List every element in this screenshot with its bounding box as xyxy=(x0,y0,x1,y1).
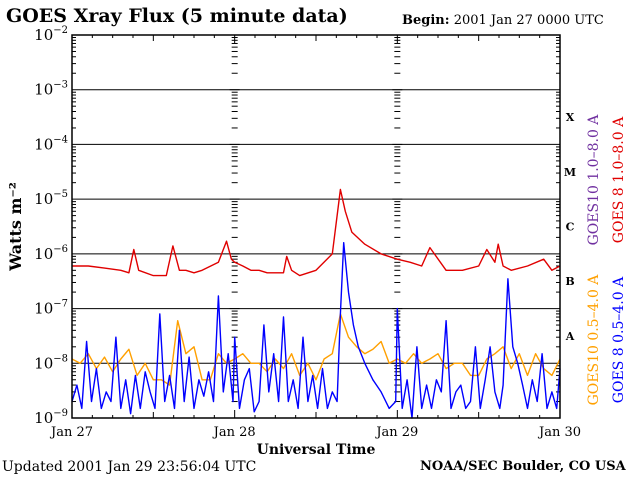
x-tick-label: Jan 29 xyxy=(374,425,418,440)
begin-label: Begin: xyxy=(402,13,450,28)
flare-class-label: M xyxy=(564,166,576,179)
y-tick-label: 10−6 xyxy=(34,244,68,263)
y-tick-label: 10−8 xyxy=(34,353,68,372)
flare-class-label: C xyxy=(566,221,575,234)
legend-entry: GOES 8 0.5–4.0 A xyxy=(611,276,627,403)
x-axis-label: Universal Time xyxy=(257,442,376,458)
y-tick-label: 10−3 xyxy=(34,80,68,99)
flare-class-label: B xyxy=(565,275,574,288)
y-tick-label: 10−2 xyxy=(34,25,68,44)
series-line-goes-8-0-5-4-0-a xyxy=(71,241,561,419)
legend-entry: GOES 8 1.0–8.0 A xyxy=(611,116,627,243)
x-tick-label: Jan 28 xyxy=(212,425,256,440)
y-tick-label: 10−4 xyxy=(34,134,68,153)
y-tick-label: 10−5 xyxy=(34,189,68,208)
chart-title: GOES Xray Flux (5 minute data) xyxy=(6,5,348,27)
y-tick-label: 10−7 xyxy=(34,299,68,318)
updated-timestamp: Updated 2001 Jan 29 23:56:04 UTC xyxy=(2,459,257,475)
flare-class-label: A xyxy=(565,330,575,343)
y-axis-label: Watts m⁻² xyxy=(6,182,25,272)
credit-label: NOAA/SEC Boulder, CO USA xyxy=(420,459,626,474)
plot-frame xyxy=(71,34,561,419)
x-tick-label: Jan 30 xyxy=(537,425,581,440)
series-line-goes-8-1-0-8-0-a xyxy=(72,188,561,277)
legend-entry: GOES10 0.5–4.0 A xyxy=(586,274,602,406)
flare-class-label: X xyxy=(566,111,575,124)
series-line-goes10-0-5-4-0-a xyxy=(71,313,561,386)
x-tick-label: Jan 27 xyxy=(49,425,93,440)
begin-value: 2001 Jan 27 0000 UTC xyxy=(453,13,604,28)
y-tick-label: 10−9 xyxy=(34,408,68,427)
begin-time: Begin: 2001 Jan 27 0000 UTC xyxy=(402,13,604,28)
plot-area xyxy=(71,34,561,419)
legend-entry: GOES10 1.0–8.0 A xyxy=(586,114,602,246)
